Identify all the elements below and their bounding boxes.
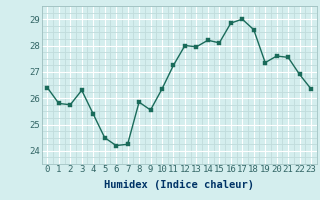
- X-axis label: Humidex (Indice chaleur): Humidex (Indice chaleur): [104, 180, 254, 190]
